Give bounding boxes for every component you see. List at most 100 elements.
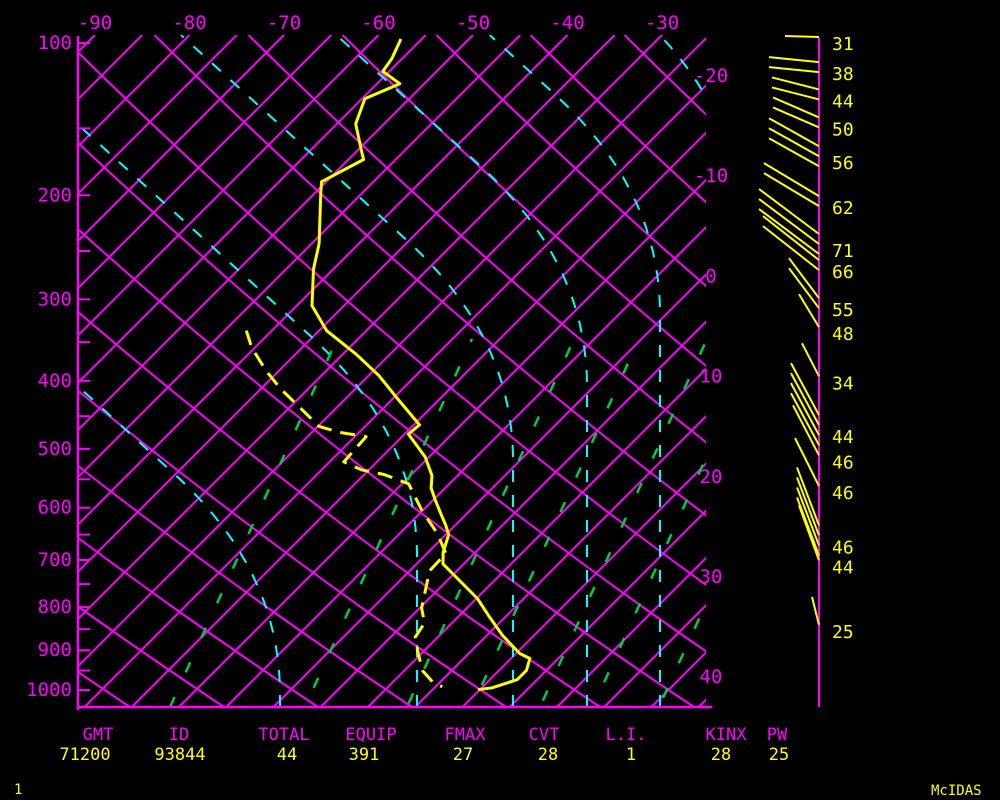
wind-barb-stroke (758, 188, 820, 235)
wind-barb-stroke (788, 257, 820, 299)
stat-label-cvt: CVT (529, 725, 560, 745)
wind-barb-stroke (768, 117, 820, 148)
wind-barb-stroke (788, 267, 820, 309)
dry-adiabat-line (78, 141, 706, 653)
isotherm-line (78, 35, 521, 479)
temp-label-right: 20 (700, 466, 723, 488)
temp-label-top: -60 (361, 12, 395, 34)
dry-adiabat-line (78, 310, 601, 707)
isotherm-line (225, 225, 706, 707)
dry-adiabat-line (341, 35, 706, 368)
stat-label-kinx: KINX (706, 725, 748, 745)
isotherm-line (78, 35, 427, 385)
wind-barb-stroke (790, 372, 820, 426)
isotherm-line (414, 414, 706, 707)
dry-adiabat-line (623, 35, 706, 116)
stat-label-gmt: GMT (83, 725, 114, 745)
wind-speed-label: 44 (832, 427, 854, 448)
wind-barb-stroke (790, 362, 820, 416)
pressure-label: 600 (38, 497, 72, 519)
temp-label-right: 40 (700, 666, 723, 688)
wind-barb-stroke (784, 35, 820, 39)
stat-value-total: 44 (277, 745, 297, 765)
wind-speed-label: 48 (832, 324, 854, 345)
dry-adiabat-line (529, 35, 706, 204)
pressure-label: 800 (38, 596, 72, 618)
stats-row: GMT71200ID93844TOTAL44EQUIP391FMAX27CVT2… (59, 725, 789, 765)
temp-label-top: -70 (267, 12, 301, 34)
mixing-ratio-group (168, 338, 706, 707)
moist-adiabat-line (488, 35, 661, 707)
wind-speed-label: 46 (832, 537, 854, 558)
stat-value-equip: 391 (349, 745, 380, 765)
mixing-ratio-line (591, 454, 706, 707)
wind-speed-label: 38 (832, 64, 854, 85)
temp-label-right: 0 (705, 265, 716, 287)
pressure-label: 400 (38, 370, 72, 392)
dry-adiabat-line (435, 35, 706, 288)
dry-adiabat-line (719, 35, 1000, 707)
wind-barb-stroke (771, 86, 820, 101)
dry-adiabat-line (78, 605, 225, 707)
wind-barb-stroke (796, 477, 820, 536)
temp-label-top: -50 (456, 12, 490, 34)
wind-speed-label: 56 (832, 153, 854, 174)
temp-label-right: -20 (694, 65, 728, 87)
wind-barb-stroke (768, 127, 820, 158)
isotherm-line (556, 556, 706, 707)
isotherm-line (78, 35, 663, 621)
wind-barb-stroke (792, 404, 820, 456)
wind-barb-stroke (768, 137, 820, 168)
moist-adiabat-line (180, 35, 514, 707)
stat-value-cvt: 28 (538, 745, 558, 765)
wind-barb-stroke (772, 96, 820, 119)
wind-speed-label: 62 (832, 198, 854, 219)
wind-speed-label: 34 (832, 373, 854, 394)
isotherm-line (509, 509, 706, 707)
axes (76, 36, 712, 710)
stat-value-li: 1 (626, 745, 636, 765)
isotherm-line (461, 462, 706, 707)
stat-value-kinx: 28 (711, 745, 731, 765)
wind-barb-stroke (758, 208, 820, 255)
mixing-ratio-line (470, 338, 641, 707)
wind-barb-stroke (762, 215, 820, 261)
mixing-ratio-line (303, 338, 474, 707)
wind-barb-stroke (794, 437, 820, 487)
temp-label-top: -90 (78, 12, 112, 34)
stat-label-li: L.I. (606, 725, 647, 745)
wind-barb-stroke (796, 467, 820, 526)
isotherm-line (83, 84, 706, 707)
wind-speed-label: 46 (832, 483, 854, 504)
temp-label-top: -40 (550, 12, 584, 34)
stat-label-id: ID (169, 725, 189, 745)
temp-label-right: -10 (694, 165, 728, 187)
dry-adiabat-line (153, 35, 706, 517)
wind-barbs (758, 35, 820, 626)
wind-barb-stroke (762, 225, 820, 271)
pressure-label: 200 (38, 184, 72, 206)
isotherm-line (131, 131, 706, 707)
wind-barb-stroke (790, 392, 820, 446)
stat-value-id: 93844 (154, 745, 205, 765)
mixing-ratio-line (657, 600, 706, 707)
wind-speed-label: 55 (832, 300, 854, 321)
pressure-label: 1000 (26, 679, 72, 701)
isotherm-line (78, 35, 191, 148)
stat-value-gmt: 71200 (59, 745, 110, 765)
wind-barb-stroke (796, 487, 820, 546)
mixing-ratio-line (168, 338, 339, 707)
mixing-ratio-line (538, 338, 706, 707)
stat-value-fmax: 27 (453, 745, 473, 765)
dry-adiabat-line (78, 536, 319, 707)
pressure-label: 900 (38, 639, 72, 661)
wind-barb-stroke (801, 342, 820, 377)
dry-adiabat-line (78, 227, 695, 707)
isotherm-line (78, 35, 332, 290)
wind-speed-label: 31 (832, 34, 854, 55)
dry-adiabat-line (78, 464, 413, 707)
thermo-grid (78, 35, 1000, 707)
